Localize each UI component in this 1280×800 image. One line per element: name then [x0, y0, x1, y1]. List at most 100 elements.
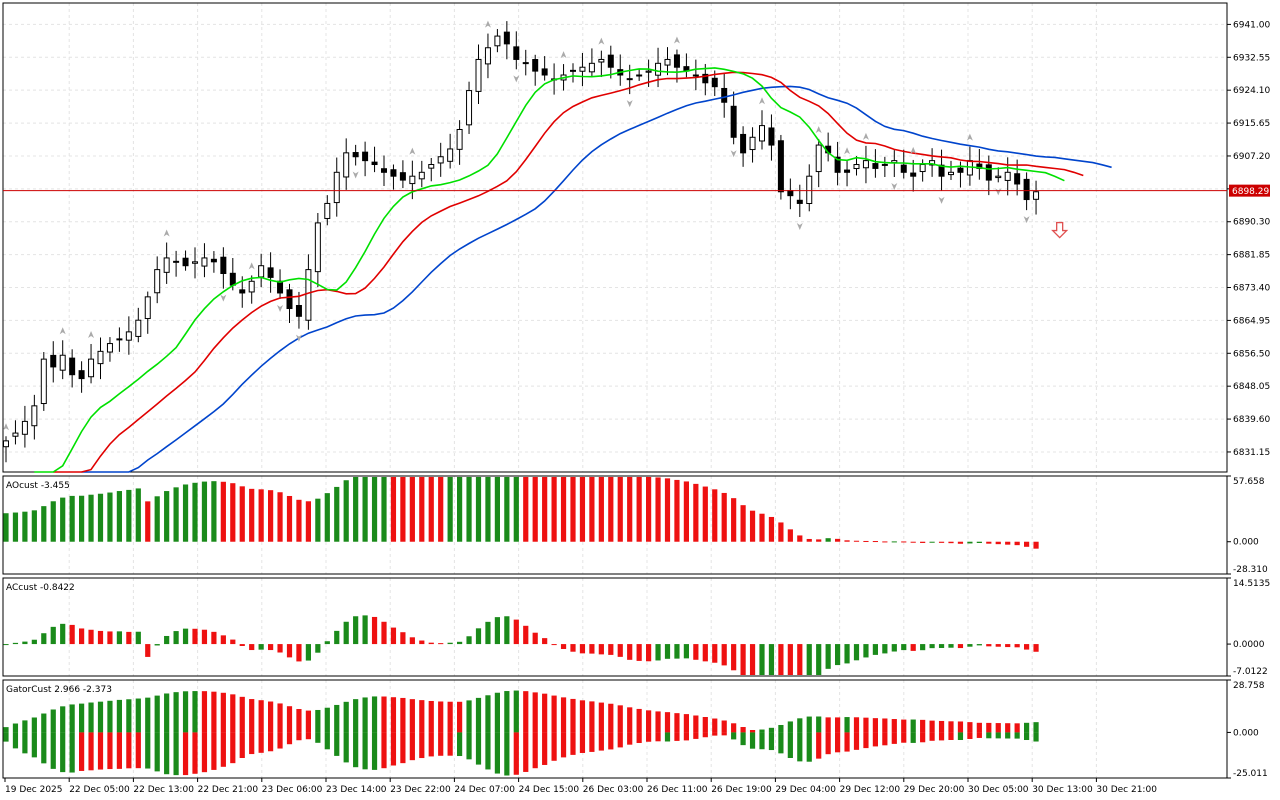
- candle-body: [721, 87, 728, 103]
- ao-bar: [551, 477, 557, 542]
- ac-bar: [173, 631, 179, 645]
- gator-upper-bar: [1005, 723, 1011, 733]
- time-tick-label: 30 Dec 21:00: [1096, 785, 1157, 795]
- gator-lower-bar: [759, 732, 765, 750]
- gator-upper-bar: [419, 700, 425, 733]
- ao-bar: [88, 494, 94, 542]
- gator-upper-bar: [967, 722, 973, 733]
- gator-lower-bar: [381, 732, 387, 769]
- ac-bar: [400, 632, 406, 645]
- candle-body: [853, 164, 860, 170]
- ao-bar: [286, 495, 293, 542]
- candle-body: [305, 269, 312, 321]
- gator-lower-bar: [721, 732, 727, 736]
- gator-upper-bar: [353, 699, 359, 733]
- gator-upper-bar: [381, 696, 387, 733]
- candle-body: [1004, 171, 1011, 181]
- gator-upper-bar: [60, 706, 66, 733]
- gator-lower-bar: [712, 732, 718, 736]
- gator-lower-bar: [485, 732, 491, 770]
- candle-body: [1023, 178, 1030, 201]
- gator-lower-bar: [816, 732, 822, 759]
- candle-body: [390, 169, 397, 177]
- gator-upper-bar: [1014, 723, 1020, 733]
- ac-bar: [835, 644, 841, 666]
- ac-bar: [617, 644, 623, 657]
- time-tick-label: 22 Dec 21:00: [198, 785, 259, 795]
- gator-lower-bar: [22, 732, 28, 754]
- gator-lower-bar: [740, 732, 746, 746]
- ac-bar: [315, 644, 321, 653]
- gator-upper-bar: [1033, 722, 1039, 733]
- ac-bar: [239, 644, 245, 646]
- gator-upper-bar: [135, 698, 141, 733]
- gator-lower-bar: [97, 732, 104, 770]
- time-tick-label: 29 Dec 12:00: [840, 785, 901, 795]
- gator-upper-bar: [268, 701, 274, 733]
- gator-lower-bar: [627, 732, 633, 745]
- ac-bar: [570, 644, 576, 652]
- ao-bar: [702, 486, 708, 542]
- time-tick-label: 19 Dec 2025: [5, 785, 63, 795]
- gator-lower-bar: [806, 732, 812, 762]
- candle-body: [494, 35, 501, 47]
- indicator-tick-label: -7.0122: [1233, 667, 1268, 677]
- gator-upper-bar: [579, 700, 586, 733]
- ac-bar: [825, 644, 831, 669]
- gator-lower-bar: [608, 732, 614, 750]
- gator-upper-bar: [438, 701, 444, 733]
- gator-lower-bar: [598, 732, 604, 751]
- gator-lower-bar: [948, 732, 954, 741]
- fractal-down-marker: [891, 182, 898, 190]
- ac-bar: [116, 631, 122, 645]
- price-tick-label: 6890.30: [1233, 218, 1270, 228]
- fractal-down-marker: [277, 304, 284, 312]
- fractal-down-marker: [513, 75, 520, 83]
- gator-upper-bar: [806, 716, 812, 733]
- ao-bar: [882, 541, 888, 543]
- ao-bar: [145, 501, 151, 542]
- candle-body: [806, 175, 813, 205]
- price-tick-label: 6873.40: [1233, 284, 1270, 294]
- gator-lower-bar: [230, 732, 236, 764]
- indicator-tick-label: 0.0000: [1233, 640, 1265, 650]
- ao-bar: [475, 477, 482, 542]
- gator-lower-bar: [286, 732, 293, 745]
- gator-upper-bar: [154, 695, 160, 733]
- gator-upper-bar: [428, 700, 434, 733]
- ac-bar: [721, 644, 727, 666]
- ao-bar: [31, 510, 37, 542]
- ao-bar: [305, 501, 311, 542]
- ac-bar: [31, 639, 37, 645]
- gator-upper-bar: [853, 717, 860, 733]
- ac-bar: [995, 644, 1001, 647]
- gator-lower-bar: [523, 732, 529, 772]
- gator-upper-bar: [768, 727, 775, 733]
- ao-bar: [485, 477, 491, 542]
- gator-upper-bar: [627, 707, 633, 733]
- ac-bar: [466, 636, 472, 645]
- ac-bar: [1024, 644, 1030, 650]
- fractal-up-marker: [598, 37, 605, 45]
- gator-lower-bar: [88, 732, 94, 771]
- ac-bar: [277, 644, 283, 653]
- price-tick-label: 6848.05: [1233, 382, 1270, 392]
- gator-upper-bar: [872, 718, 878, 733]
- gator-upper-bar: [608, 703, 614, 733]
- gator-upper-bar: [787, 721, 793, 733]
- ao-bar: [608, 477, 614, 542]
- time-tick-label: 23 Dec 14:00: [326, 785, 387, 795]
- ao-bar: [617, 477, 623, 542]
- gator-lower-bar: [693, 732, 699, 739]
- indicator-tick-label: -25.011: [1233, 769, 1268, 779]
- ao-bar: [853, 540, 860, 542]
- ao-bar: [116, 491, 122, 542]
- candle-body: [995, 175, 1002, 179]
- ao-bar: [674, 479, 680, 542]
- gator-lower-bar: [305, 732, 311, 740]
- gator-lower-bar: [910, 732, 916, 743]
- fractal-up-marker: [815, 126, 822, 134]
- ac-bar: [409, 637, 415, 645]
- ao-bar: [731, 498, 737, 542]
